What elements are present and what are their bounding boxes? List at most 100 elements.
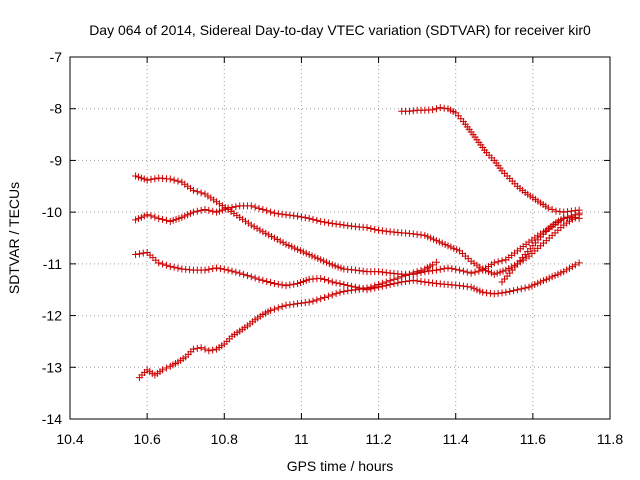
data-point	[564, 214, 572, 222]
data-point	[441, 240, 449, 248]
data-point	[382, 278, 390, 286]
data-point	[359, 285, 367, 293]
data-point	[456, 282, 464, 290]
data-point	[471, 268, 479, 276]
data-point	[314, 254, 322, 262]
data-point	[336, 280, 344, 288]
data-point	[247, 202, 255, 210]
data-point	[305, 251, 313, 259]
data-point	[159, 366, 167, 374]
data-point	[575, 214, 583, 222]
series-track-c	[132, 248, 583, 298]
data-point	[498, 257, 506, 265]
data-point	[493, 269, 501, 277]
data-point	[296, 278, 304, 286]
grid-lines	[70, 57, 610, 419]
data-point	[290, 280, 298, 288]
data-point	[336, 221, 344, 229]
data-point	[328, 261, 336, 269]
data-point	[220, 265, 228, 273]
data-point	[174, 264, 182, 272]
data-point	[417, 277, 425, 285]
data-point	[302, 276, 310, 284]
data-point	[247, 221, 255, 229]
data-point	[259, 228, 267, 236]
data-point	[232, 203, 240, 211]
data-point	[193, 207, 201, 215]
data-point	[436, 265, 444, 273]
data-point	[236, 269, 244, 277]
x-tick-label: 10.4	[56, 431, 83, 447]
data-point	[215, 207, 223, 215]
data-point	[545, 274, 553, 282]
data-point	[344, 222, 352, 230]
data-point	[270, 280, 278, 288]
data-point	[548, 273, 556, 281]
data-point	[323, 258, 330, 266]
data-point	[162, 261, 170, 269]
data-point	[175, 214, 183, 222]
data-point	[240, 270, 248, 278]
data-point	[308, 252, 316, 260]
data-point	[450, 244, 458, 252]
data-point	[328, 291, 336, 299]
data-point	[496, 268, 504, 276]
data-point	[560, 208, 568, 216]
data-point	[137, 174, 145, 182]
data-point	[444, 242, 452, 250]
data-point	[251, 203, 259, 211]
data-point	[286, 211, 294, 219]
data-point	[552, 207, 560, 215]
data-point	[282, 211, 290, 219]
data-point	[563, 266, 571, 274]
data-point	[305, 214, 313, 222]
data-point	[425, 278, 433, 286]
data-point	[270, 234, 278, 242]
data-point	[564, 208, 572, 216]
data-point	[427, 234, 435, 242]
data-point	[332, 290, 340, 298]
data-point	[467, 283, 475, 291]
data-point	[147, 175, 155, 183]
data-point	[571, 261, 579, 269]
data-point	[557, 269, 565, 277]
data-point	[282, 282, 290, 290]
data-point	[321, 218, 329, 226]
data-point	[286, 301, 294, 309]
data-point	[405, 270, 413, 278]
data-point	[432, 105, 440, 113]
data-point	[378, 268, 386, 276]
data-point	[386, 277, 394, 285]
data-point	[140, 175, 148, 183]
y-tick-label: -9	[50, 152, 63, 168]
data-point	[438, 239, 446, 247]
y-tick-label: -10	[42, 204, 62, 220]
data-point	[256, 226, 264, 234]
data-point	[216, 265, 224, 273]
data-point	[413, 277, 421, 285]
x-tick-label: 11.8	[597, 431, 623, 447]
data-point	[278, 303, 286, 311]
data-point	[170, 263, 178, 271]
data-points	[132, 104, 583, 382]
data-point	[159, 215, 167, 223]
data-point	[197, 189, 205, 197]
data-point	[213, 264, 221, 272]
data-point	[490, 259, 498, 267]
data-point	[255, 204, 263, 212]
data-point	[331, 262, 339, 270]
data-point	[197, 206, 205, 214]
data-point	[375, 226, 383, 234]
y-tick-label: -13	[42, 359, 62, 375]
data-point	[390, 275, 398, 283]
data-point	[166, 217, 174, 225]
data-point	[336, 288, 344, 296]
x-tick-label: 11.6	[520, 431, 546, 447]
data-point	[143, 176, 151, 184]
data-point	[274, 210, 282, 218]
data-point	[429, 106, 437, 114]
data-point	[213, 208, 221, 216]
data-point	[282, 240, 290, 248]
data-point	[510, 287, 518, 295]
data-point	[294, 245, 302, 253]
